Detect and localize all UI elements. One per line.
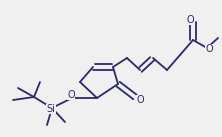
Text: Si: Si: [47, 104, 56, 114]
Text: O: O: [186, 15, 194, 25]
Text: O: O: [205, 44, 213, 54]
Text: O: O: [67, 90, 75, 100]
Text: O: O: [136, 95, 144, 105]
